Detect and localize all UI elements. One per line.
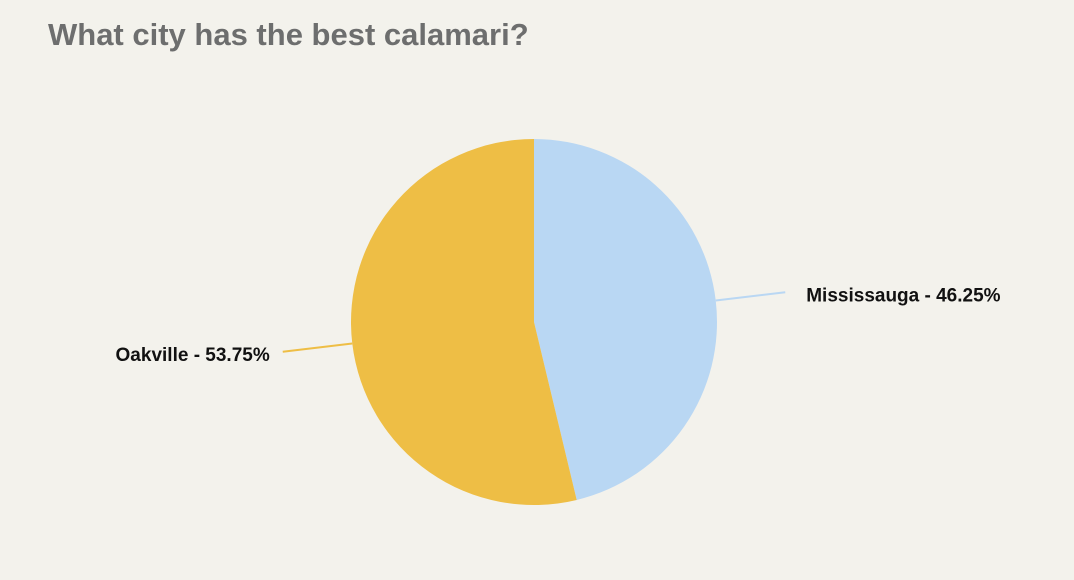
- leader-line: [715, 291, 786, 302]
- data-label: Mississauga - 46.25%: [806, 285, 1000, 306]
- chart-title: What city has the best calamari?: [48, 17, 529, 52]
- pie-slice: [350, 139, 577, 506]
- leader-line: [282, 342, 353, 353]
- data-label: Oakville - 53.75%: [116, 345, 270, 366]
- pie-slice: [534, 139, 717, 500]
